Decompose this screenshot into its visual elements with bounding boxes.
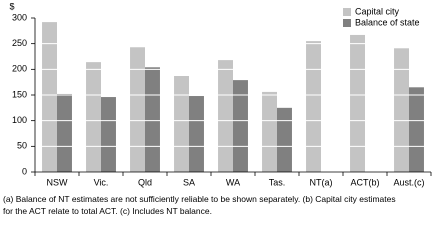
- bar: [145, 67, 160, 172]
- x-tick-label: ACT(b): [351, 177, 380, 187]
- legend-swatch: [343, 19, 351, 27]
- bar: [262, 91, 277, 172]
- bar: [306, 41, 321, 172]
- y-tick-label: 200: [12, 64, 27, 74]
- bar: [174, 76, 189, 172]
- bar: [350, 34, 365, 172]
- y-tick-label: 300: [12, 12, 27, 22]
- footnote: for the ACT relate to total ACT. (c) Inc…: [3, 206, 212, 216]
- y-tick-label: 250: [12, 38, 27, 48]
- bar: [86, 62, 101, 172]
- y-tick-label: 50: [17, 141, 27, 151]
- bar: [42, 22, 57, 173]
- bar: [218, 60, 233, 172]
- footnotes: (a) Balance of NT estimates are not suff…: [3, 193, 433, 217]
- x-tick-label: Vic.: [94, 177, 109, 187]
- legend-swatch: [343, 8, 351, 16]
- x-tick-label: WA: [226, 177, 240, 187]
- bar: [101, 97, 116, 172]
- y-axis-label: $: [9, 1, 14, 11]
- x-tick-label: Tas.: [269, 177, 286, 187]
- bar: [130, 47, 145, 173]
- legend-label: Balance of state: [355, 17, 420, 27]
- bar: [409, 87, 424, 172]
- y-tick-label: 100: [12, 115, 27, 125]
- legend-label: Capital city: [355, 6, 400, 16]
- bar: [394, 48, 409, 172]
- bar: [277, 107, 292, 172]
- bar: [57, 93, 72, 172]
- x-tick-label: SA: [183, 177, 195, 187]
- page: $ NSW Vic. Qld SA WA Tas. NT(a) ACT(b) Aust.(c) 0…: [3, 1, 433, 217]
- x-tick-label: NSW: [47, 177, 69, 187]
- x-tick-label: Qld: [138, 177, 152, 187]
- footnote: (a) Balance of NT estimates are not suff…: [3, 194, 396, 204]
- y-tick-label: 150: [12, 89, 27, 99]
- chart: $ NSW Vic. Qld SA WA Tas. NT(a) ACT(b) Aust.(c) 0…: [9, 1, 432, 187]
- bar: [189, 96, 204, 172]
- x-tick-label: NT(a): [310, 177, 333, 187]
- bar: [233, 80, 248, 172]
- y-tick-label: 0: [22, 166, 27, 176]
- x-tick-label: Aust.(c): [393, 177, 424, 187]
